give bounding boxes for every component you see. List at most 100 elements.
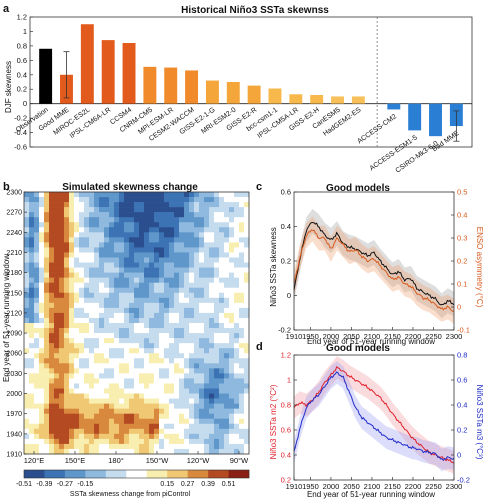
heatmap-cell [114,403,120,409]
heatmap-cell [74,423,80,430]
heatmap-cell [29,272,35,278]
heatmap-cell [179,393,185,399]
heatmap-cell [104,413,110,420]
heatmap-cell [64,343,70,349]
y-tick-label: 2180 [6,270,22,277]
heatmap-cell [54,358,60,364]
heatmap-cell [199,328,205,334]
heatmap-cell [224,383,230,389]
heatmap-cell [29,307,35,314]
heatmap-cell [24,307,30,314]
heatmap-cell [204,388,210,394]
y-right-tick-label: -0.1 [457,326,470,335]
heatmap-cell [109,338,115,344]
heatmap-cell [79,413,85,420]
heatmap-cell [84,333,90,339]
heatmap-cell [79,378,85,384]
heatmap-cell [129,232,135,238]
heatmap-cell [149,287,155,294]
heatmap-cell [144,252,150,258]
heatmap-cell [224,353,230,359]
heatmap-cell [219,232,225,238]
heatmap-cell [49,353,55,359]
heatmap-cell [39,277,45,283]
x-tick-label: 1910 [286,332,303,341]
heatmap-cell [244,217,250,223]
heatmap-cell [184,403,190,409]
heatmap-cell [144,358,150,364]
heatmap-cell [69,242,75,248]
heatmap-cell [59,287,65,294]
heatmap-cell [69,398,75,404]
heatmap-cell [179,292,185,299]
heatmap-cell [154,373,160,379]
heatmap-cell [89,368,95,374]
heatmap-cell [184,272,190,278]
heatmap-cell [244,192,250,198]
heatmap-cell [64,222,70,228]
heatmap-cell [234,227,240,233]
heatmap-cell [84,207,90,213]
heatmap-cell [119,358,125,364]
heatmap-cell [179,413,185,420]
heatmap-cell [149,247,155,253]
heatmap-cell [234,317,240,324]
heatmap-cell [29,353,35,359]
heatmap-cell [229,438,235,445]
heatmap-cell [224,272,230,278]
heatmap-cell [214,192,220,198]
heatmap-cell [154,433,160,440]
heatmap-cell [174,448,180,455]
heatmap-cell [114,222,120,228]
heatmap-cell [29,358,35,364]
heatmap-cell [164,408,170,414]
heatmap-cell [154,267,160,273]
heatmap-cell [219,197,225,203]
heatmap-cell [49,343,55,349]
heatmap-cell [214,242,220,248]
heatmap-cell [149,328,155,334]
heatmap-cell [109,252,115,258]
heatmap-cell [219,227,225,233]
heatmap-cell [124,428,130,435]
heatmap-cell [144,403,150,409]
heatmap-cell [99,403,105,409]
heatmap-cell [129,197,135,203]
heatmap-cell [224,343,230,349]
heatmap-cell [94,418,100,425]
panel-c-ylabel: Niño3 SSTa skewness [269,227,278,307]
heatmap-cell [244,277,250,283]
heatmap-cell [204,428,210,435]
heatmap-cell [199,438,205,445]
heatmap-cell [169,443,175,450]
heatmap-cell [174,408,180,414]
heatmap-cell [234,197,240,203]
heatmap-cell [174,222,180,228]
heatmap-cell [199,413,205,420]
heatmap-cell [169,333,175,339]
y-right-tick-label: -0.2 [457,476,470,485]
heatmap-cell [59,413,65,420]
heatmap-cell [89,328,95,334]
heatmap-cell [204,197,210,203]
heatmap-cell [154,297,160,304]
heatmap-cell [64,338,70,344]
heatmap-cell [64,232,70,238]
heatmap-cell [99,323,105,329]
heatmap-cell [69,408,75,414]
y-tick-label: 1.2 [17,13,27,22]
heatmap-cell [169,282,175,289]
heatmap-cell [134,277,140,283]
heatmap-cell [34,448,40,455]
heatmap-cell [129,292,135,299]
heatmap-cell [54,418,60,425]
heatmap-cell [34,227,40,233]
heatmap-cell [239,343,245,349]
heatmap-cell [209,353,215,359]
heatmap-cell [69,192,75,198]
heatmap-cell [94,302,100,309]
heatmap-cell [114,312,120,319]
heatmap-cell [139,227,145,233]
x-tick-label: 2100 [364,332,381,341]
heatmap-cell [84,317,90,324]
